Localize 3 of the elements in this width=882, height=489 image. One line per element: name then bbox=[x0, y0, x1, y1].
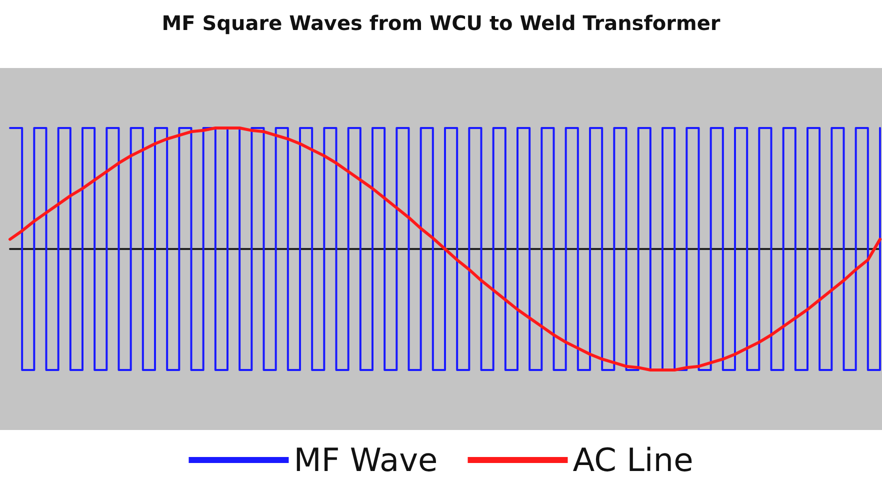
legend-label: MF Wave bbox=[294, 441, 438, 479]
legend-label: AC Line bbox=[572, 441, 694, 479]
chart-title: MF Square Waves from WCU to Weld Transformer bbox=[162, 11, 720, 35]
